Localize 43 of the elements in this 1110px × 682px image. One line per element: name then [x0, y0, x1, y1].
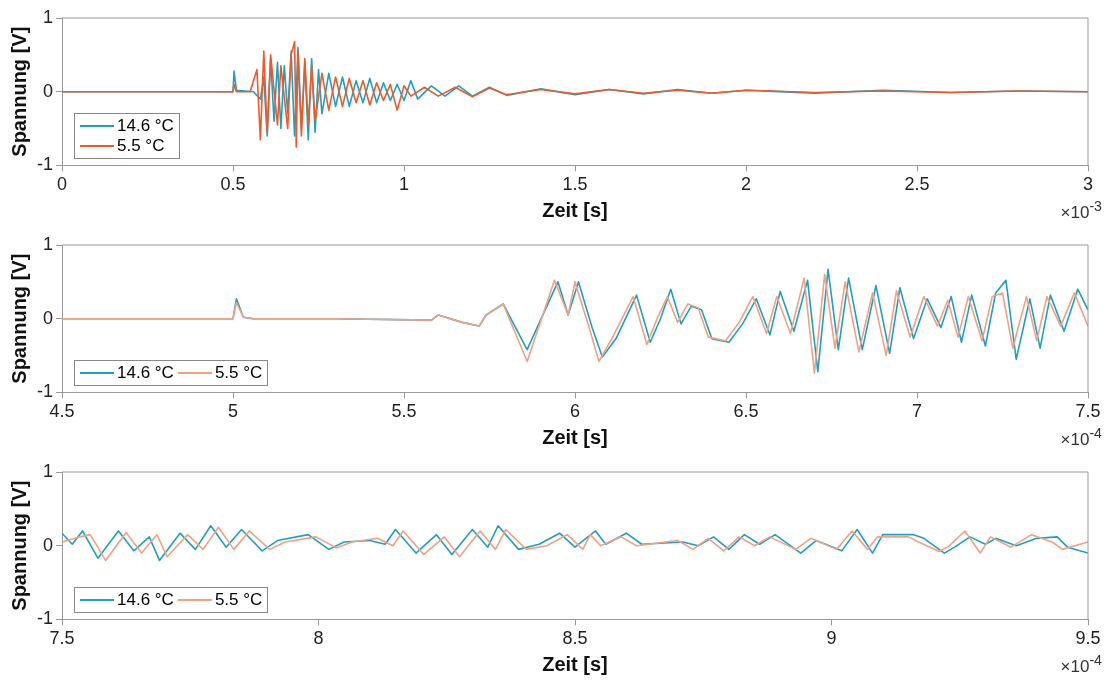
x-tick-label: 0.5	[220, 174, 246, 195]
x-tick-label: 6	[569, 401, 581, 422]
y-tick-label: 1	[42, 460, 53, 481]
y-tick-label: 0	[42, 307, 53, 328]
x-tick-label: 4.5	[49, 401, 75, 422]
legend-label: 5.5 °C	[117, 136, 165, 157]
x-axis-title: Zeit [s]	[542, 198, 608, 221]
y-axis-title: Spannung [V]	[7, 26, 30, 157]
x-tick-label: 9	[826, 628, 837, 649]
x-axis-title: Zeit [s]	[542, 425, 608, 448]
y-axis-title: Spannung [V]	[7, 480, 30, 611]
x-tick-label: 5	[228, 401, 239, 422]
x-tick-label: 1	[399, 174, 410, 195]
text: ×10$^{-3}$	[1060, 198, 1102, 223]
y-tick-label: 0	[42, 80, 53, 101]
y-tick-label: -1	[36, 608, 53, 629]
x-tick-label: 6.5	[733, 401, 759, 422]
legend-label: 14.6 °C	[117, 590, 174, 611]
text: ×10$^{-4}$	[1060, 425, 1102, 450]
x-tick-label: 9.5	[1075, 628, 1101, 649]
y-tick-label: -1	[36, 381, 53, 402]
x-tick-label: 2.5	[904, 174, 930, 195]
y-tick-label: -1	[36, 154, 53, 175]
y-tick-label: 1	[42, 233, 53, 254]
legend-label: 14.6 °C	[117, 116, 174, 137]
x-tick-label: 1.5	[562, 174, 588, 195]
x-axis-title: Zeit [s]	[542, 652, 608, 675]
x-tick-label: 7.5	[1075, 401, 1101, 422]
y-tick-label: 0	[42, 534, 53, 555]
x-tick-label: 2	[740, 174, 752, 195]
x-tick-label: 5.5	[391, 401, 417, 422]
x-tick-label: 3	[1082, 174, 1094, 195]
y-tick-label: 1	[42, 6, 53, 27]
legend-label: 14.6 °C	[117, 363, 174, 384]
x-tick-label: 0	[57, 174, 68, 195]
x-tick-label: 8	[313, 628, 324, 649]
x-tick-label: 7	[911, 401, 923, 422]
x-tick-label: 8.5	[562, 628, 588, 649]
legend-label: 5.5 °C	[214, 590, 263, 611]
legend-label: 5.5 °C	[214, 363, 263, 384]
y-axis-title: Spannung [V]	[7, 253, 30, 384]
text: ×10$^{-4}$	[1060, 652, 1102, 677]
x-tick-label: 7.5	[49, 628, 75, 649]
